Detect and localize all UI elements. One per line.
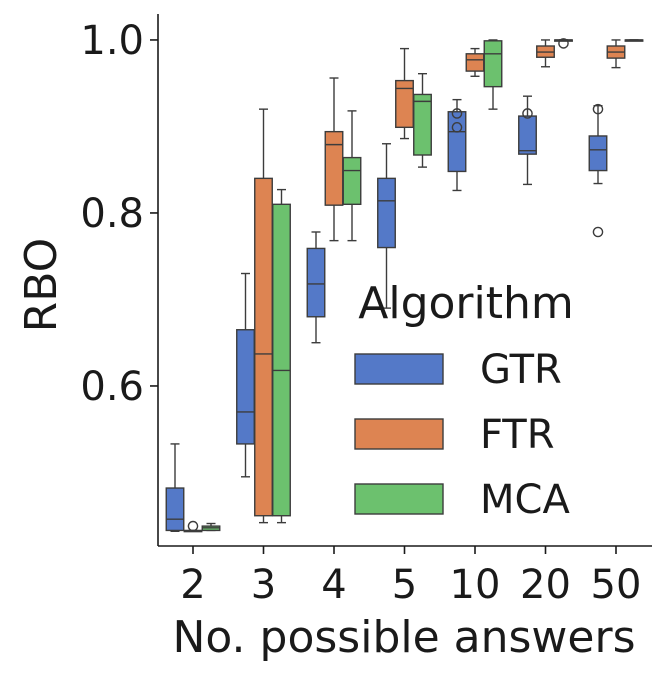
box-iqr [377,177,396,249]
y-ticks: 0.6 0.8 1.0 [80,18,158,410]
box-gtr-2 [165,443,185,532]
legend-swatch-mca [354,483,444,515]
x-ticks: 2 3 4 5 10 20 50 [180,546,641,608]
box-gtr-3 [236,272,255,478]
x-tick-label: 20 [520,562,571,608]
box-iqr [395,79,414,129]
box-gtr-10 [447,98,467,192]
box-iqr [413,93,432,156]
boxes-layer [165,38,644,533]
outlier-point [558,38,569,49]
outlier-point [451,122,463,133]
x-tick-label: 50 [591,562,642,608]
box-gtr-50 [588,103,608,238]
box-gtr-20 [518,95,537,186]
box-iqr [306,247,326,318]
box-mca-5 [413,72,432,168]
box-ftr-10 [465,47,485,77]
legend-label-ftr: FTR [480,412,555,458]
x-tick-label: 10 [450,562,501,608]
box-ftr-50 [606,39,626,69]
y-axis-label: RBO [16,238,67,333]
legend-title: Algorithm [358,278,574,329]
box-ftr-4 [324,77,344,242]
y-tick-label: 0.8 [80,191,144,237]
legend-swatch-gtr [354,353,444,385]
box-mca-10 [483,39,503,110]
box-iqr [483,40,503,88]
box-iqr [342,156,362,206]
x-tick-label: 5 [392,562,417,608]
x-axis-label: No. possible answers [172,612,635,663]
legend-label-mca: MCA [480,477,570,523]
box-iqr [272,203,291,517]
outlier-point [592,226,604,238]
outlier-point [522,108,533,119]
box-iqr [324,130,344,206]
x-tick-label: 3 [251,562,276,608]
box-mca-50 [624,39,644,42]
y-tick-label: 0.6 [80,364,144,410]
box-gtr-4 [306,231,326,344]
x-tick-label: 4 [321,562,346,608]
box-ftr-3 [254,108,273,524]
x-tick-label: 2 [180,562,205,608]
box-mca-3 [272,188,291,524]
box-mca-20 [554,38,573,49]
outlier-point [592,103,604,115]
box-ftr-2 [183,520,203,533]
box-iqr [588,135,608,172]
box-iqr [447,111,467,173]
box-iqr [254,177,273,517]
box-iqr [165,487,185,532]
box-iqr [236,329,255,445]
box-mca-4 [342,110,362,242]
outlier-point [187,520,199,532]
box-iqr [465,53,485,72]
outlier-point [451,108,463,119]
box-ftr-5 [395,47,414,140]
box-iqr [518,115,537,155]
box-gtr-5 [377,143,396,309]
box-ftr-20 [536,39,555,68]
y-tick-label: 1.0 [80,18,144,64]
legend-swatch-ftr [354,418,444,450]
legend-label-gtr: GTR [480,347,562,393]
box-mca-2 [201,522,221,532]
legend: Algorithm GTR FTR MCA [354,278,574,523]
